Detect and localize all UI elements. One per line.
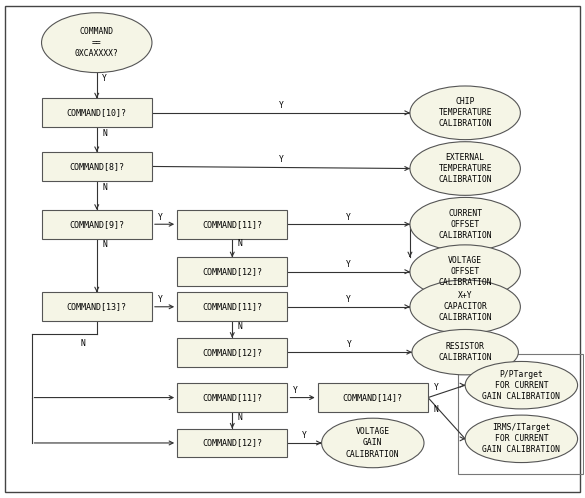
Text: COMMAND[11]?: COMMAND[11]?	[202, 302, 262, 311]
Text: Y: Y	[346, 260, 351, 269]
Ellipse shape	[410, 142, 521, 195]
Text: CURRENT
OFFSET
CALIBRATION: CURRENT OFFSET CALIBRATION	[438, 209, 492, 240]
Ellipse shape	[410, 280, 521, 334]
Text: X+Y
CAPACITOR
CALIBRATION: X+Y CAPACITOR CALIBRATION	[438, 291, 492, 322]
Ellipse shape	[42, 13, 152, 73]
Text: N: N	[238, 240, 243, 249]
Text: COMMAND[10]?: COMMAND[10]?	[67, 108, 127, 118]
Text: COMMAND[14]?: COMMAND[14]?	[343, 393, 403, 402]
Text: EXTERNAL
TEMPERATURE
CALIBRATION: EXTERNAL TEMPERATURE CALIBRATION	[438, 153, 492, 184]
Text: N: N	[102, 241, 107, 249]
Ellipse shape	[410, 197, 521, 251]
Ellipse shape	[465, 362, 577, 409]
FancyBboxPatch shape	[177, 292, 287, 321]
Text: N: N	[238, 413, 243, 422]
Text: Y: Y	[346, 213, 351, 222]
Text: N: N	[238, 322, 243, 331]
Text: COMMAND[12]?: COMMAND[12]?	[202, 438, 262, 448]
Text: Y: Y	[293, 386, 298, 395]
Text: Y: Y	[157, 213, 163, 222]
Text: VOLTAGE
OFFSET
CALIBRATION: VOLTAGE OFFSET CALIBRATION	[438, 256, 492, 287]
FancyBboxPatch shape	[177, 383, 287, 412]
Text: Y: Y	[347, 341, 352, 350]
Text: Y: Y	[102, 74, 107, 83]
Ellipse shape	[412, 330, 518, 375]
FancyBboxPatch shape	[42, 292, 152, 321]
Text: Y: Y	[433, 383, 439, 392]
Text: Y: Y	[346, 295, 351, 304]
Text: Y: Y	[302, 431, 307, 440]
FancyBboxPatch shape	[318, 383, 428, 412]
Text: IRMS/ITarget
FOR CURRENT
GAIN CALIBRATION: IRMS/ITarget FOR CURRENT GAIN CALIBRATIO…	[483, 423, 560, 455]
Text: N: N	[102, 183, 107, 192]
Text: Y: Y	[278, 101, 283, 110]
FancyBboxPatch shape	[177, 210, 287, 239]
Text: VOLTAGE
GAIN
CALIBRATION: VOLTAGE GAIN CALIBRATION	[346, 427, 400, 459]
Text: COMMAND[12]?: COMMAND[12]?	[202, 267, 262, 276]
Text: Y: Y	[278, 155, 283, 164]
FancyBboxPatch shape	[42, 99, 152, 127]
Text: P/PTarget
FOR CURRENT
GAIN CALIBRATION: P/PTarget FOR CURRENT GAIN CALIBRATION	[483, 370, 560, 401]
Text: COMMAND[9]?: COMMAND[9]?	[69, 220, 124, 229]
Text: N: N	[433, 405, 439, 414]
FancyBboxPatch shape	[177, 428, 287, 457]
Text: COMMAND[11]?: COMMAND[11]?	[202, 393, 262, 402]
FancyBboxPatch shape	[177, 338, 287, 367]
Text: COMMAND[11]?: COMMAND[11]?	[202, 220, 262, 229]
Text: Y: Y	[157, 295, 163, 304]
Ellipse shape	[410, 86, 521, 139]
FancyBboxPatch shape	[42, 152, 152, 181]
FancyBboxPatch shape	[177, 257, 287, 286]
Text: RESISTOR
CALIBRATION: RESISTOR CALIBRATION	[438, 342, 492, 362]
Text: N: N	[80, 340, 85, 349]
Text: N: N	[102, 129, 107, 138]
Text: COMMAND[13]?: COMMAND[13]?	[67, 302, 127, 311]
Ellipse shape	[465, 415, 577, 463]
Text: COMMAND
==
0XCAXXXX?: COMMAND == 0XCAXXXX?	[75, 27, 119, 58]
Text: COMMAND[12]?: COMMAND[12]?	[202, 348, 262, 357]
Ellipse shape	[410, 245, 521, 298]
Ellipse shape	[322, 418, 424, 468]
Text: CHIP
TEMPERATURE
CALIBRATION: CHIP TEMPERATURE CALIBRATION	[438, 97, 492, 128]
Text: COMMAND[8]?: COMMAND[8]?	[69, 162, 124, 171]
FancyBboxPatch shape	[42, 210, 152, 239]
